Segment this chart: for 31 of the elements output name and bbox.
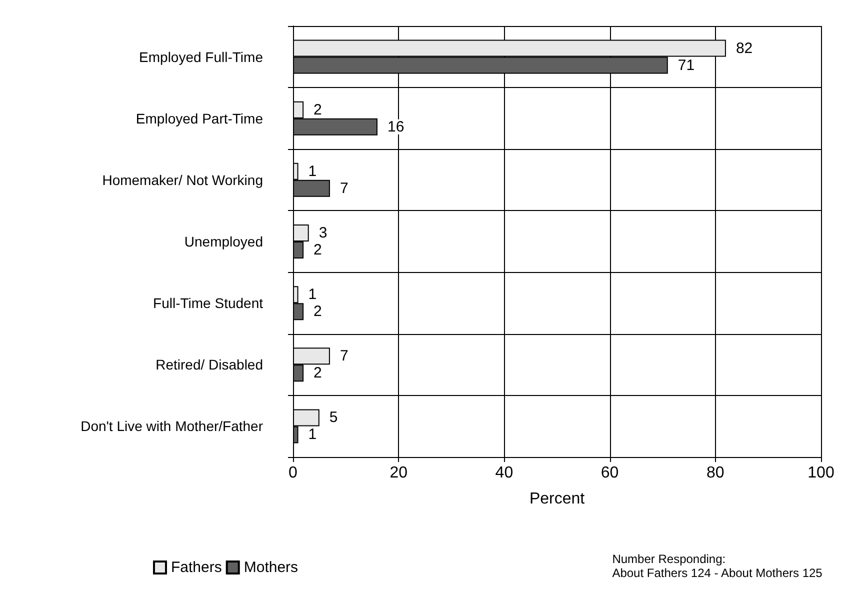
data-label: 2: [314, 242, 322, 258]
y-tick-label: Employed Full-Time: [139, 48, 264, 65]
data-label: 82: [736, 40, 753, 57]
data-label: 2: [314, 101, 322, 118]
y-tick-label: Retired/ Disabled: [156, 356, 263, 373]
x-tick-label: 20: [390, 464, 408, 482]
x-tick-label: 100: [808, 464, 834, 482]
data-label: 7: [340, 348, 348, 365]
x-axis-title: Percent: [529, 490, 586, 508]
data-label: 7: [340, 180, 348, 197]
data-label: 5: [329, 409, 338, 426]
data-label: 1: [308, 286, 317, 304]
y-tick-label: Full-Time Student: [153, 295, 264, 312]
x-tick-label: 80: [706, 464, 724, 482]
legend-label: Fathers: [171, 559, 222, 576]
x-tick-label: 60: [600, 464, 619, 482]
legend-label: Mothers: [244, 559, 298, 576]
data-label: 1: [308, 426, 317, 444]
x-tick-label: 40: [495, 464, 514, 482]
data-label: 16: [387, 118, 404, 136]
data-label: 3: [318, 224, 328, 242]
y-tick-label: Homemaker/ Not Working: [102, 172, 263, 188]
y-tick-label: Unemployed: [184, 234, 263, 250]
data-label: 2: [314, 364, 322, 382]
y-tick-label: Employed Part-Time: [136, 110, 264, 126]
x-tick-label: 0: [288, 464, 298, 482]
data-label: 2: [314, 303, 322, 320]
data-label: 71: [678, 56, 695, 74]
data-label: 1: [308, 162, 317, 180]
y-tick-label: Don't Live with Mother/Father: [80, 418, 264, 434]
text: Number Responding: About Fathers 124 - About Mothers 125: [612, 552, 823, 580]
